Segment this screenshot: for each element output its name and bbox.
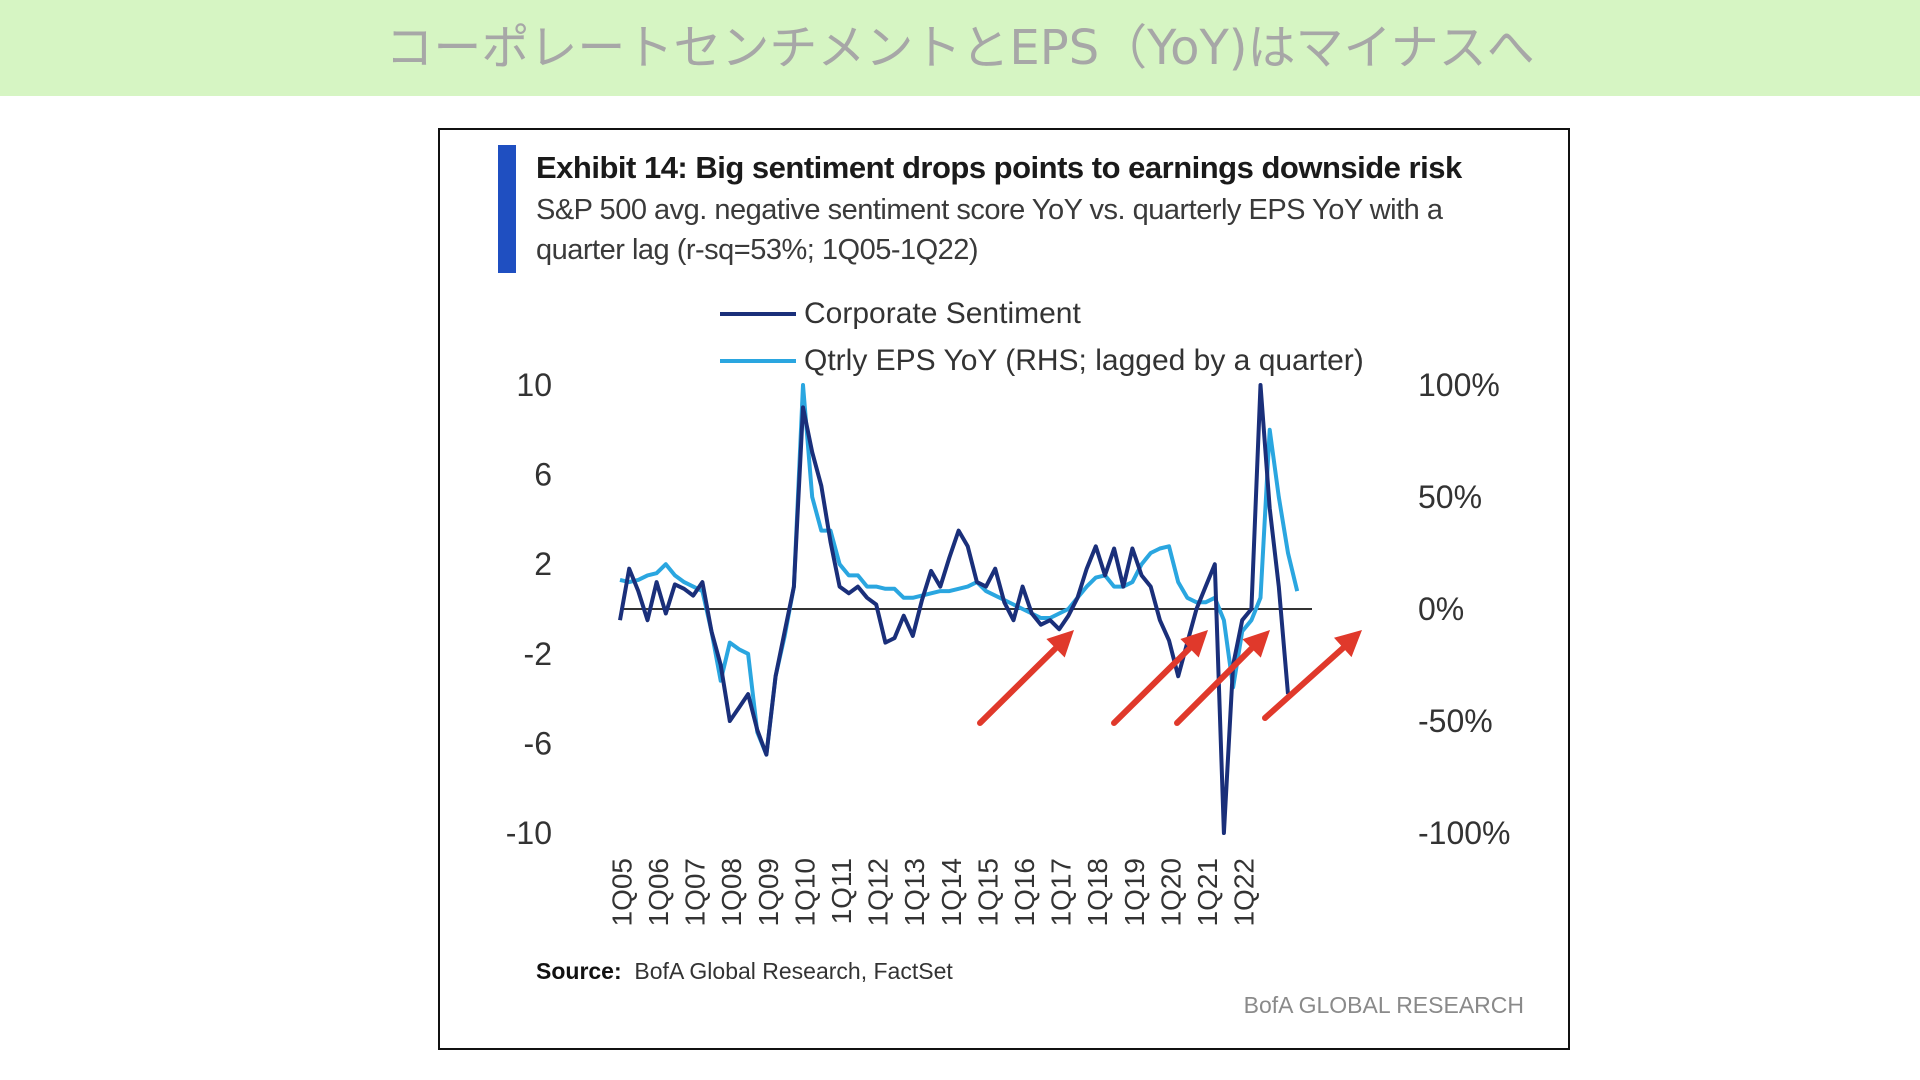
x-tick-label: 1Q19 (1119, 858, 1150, 927)
x-tick-label: 1Q15 (972, 858, 1003, 927)
x-tick-label: 1Q17 (1046, 858, 1077, 927)
x-tick-label: 1Q18 (1082, 858, 1113, 927)
x-tick-label: 1Q16 (1009, 858, 1040, 927)
header-banner (0, 0, 1920, 96)
y-left-tick-label: 6 (534, 457, 552, 493)
y-left-tick-label: -2 (524, 636, 552, 672)
accent-bar (498, 145, 516, 273)
legend-entry-label: Corporate Sentiment (804, 297, 1081, 330)
source-label: Source: (536, 958, 622, 984)
brand-footer: BofA GLOBAL RESEARCH (1243, 992, 1524, 1018)
source-note: Source: BofA Global Research, FactSet (536, 958, 953, 985)
y-right-tick-label: -50% (1418, 703, 1493, 739)
y-left-tick-label: -6 (524, 725, 552, 761)
annotation-arrowhead (1334, 630, 1362, 658)
x-tick-label: 1Q05 (606, 858, 637, 927)
x-tick-label: 1Q21 (1192, 858, 1223, 927)
x-tick-label: 1Q14 (936, 858, 967, 927)
y-left-tick-label: 2 (534, 546, 552, 582)
y-right-tick-label: 50% (1418, 479, 1482, 515)
eps-series-line (619, 383, 1300, 757)
y-right-tick-label: 100% (1418, 367, 1500, 403)
chart-subtitle: S&P 500 avg. negative sentiment score Yo… (536, 194, 1443, 266)
y-right-tick-label: 0% (1418, 591, 1464, 627)
x-tick-label: 1Q22 (1229, 858, 1260, 927)
annotation-arrow (1174, 637, 1263, 726)
x-tick-label: 1Q13 (899, 858, 930, 927)
sentiment-series-line (618, 383, 1290, 835)
exhibit-card: Exhibit 14: Big sentiment drops points t… (438, 128, 1570, 1050)
annotation-arrow (1262, 637, 1355, 721)
chart-title: Exhibit 14: Big sentiment drops points t… (536, 150, 1462, 185)
annotation-arrowhead (1046, 630, 1074, 658)
x-tick-label: 1Q07 (680, 858, 711, 927)
x-tick-label: 1Q06 (643, 858, 674, 927)
x-tick-label: 1Q09 (753, 858, 784, 927)
page-title: コーポレートセンチメントとEPS（YoY)はマイナスへ (385, 20, 1535, 76)
x-tick-label: 1Q12 (863, 858, 894, 927)
x-tick-label: 1Q20 (1155, 858, 1186, 927)
legend-entry-label: Qtrly EPS YoY (RHS; lagged by a quarter) (804, 344, 1364, 377)
y-right-tick-label: -100% (1418, 815, 1511, 851)
annotation-arrow (977, 637, 1067, 726)
x-tick-label: 1Q10 (789, 858, 820, 927)
x-tick-label: 1Q11 (826, 858, 857, 924)
annotation-arrowhead (1242, 630, 1270, 658)
annotation-arrow (1111, 637, 1201, 726)
source-text: BofA Global Research, FactSet (634, 958, 953, 984)
x-tick-label: 1Q08 (716, 858, 747, 927)
annotation-arrowhead (1180, 630, 1208, 658)
y-left-tick-label: 10 (516, 367, 552, 403)
y-left-tick-label: -10 (506, 815, 552, 851)
